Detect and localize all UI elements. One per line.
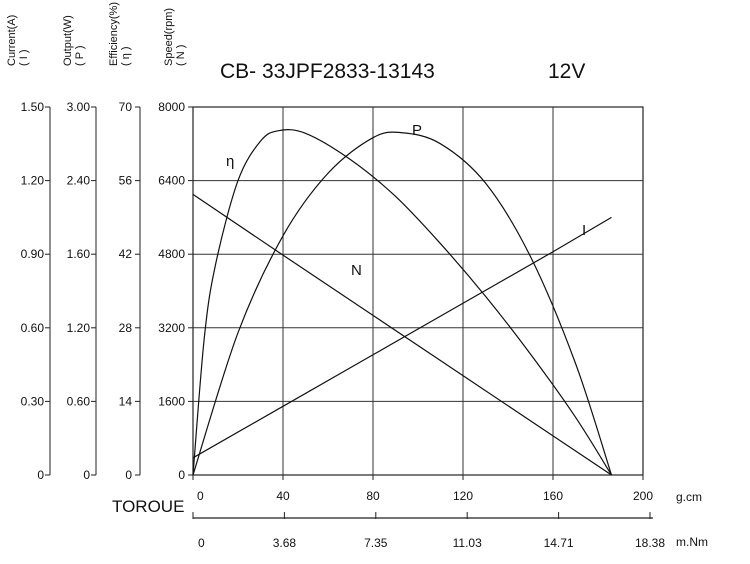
torque-mnm-tick-label: 0 — [198, 536, 205, 550]
speed-tick-label: 0 — [178, 468, 185, 482]
speed-tick-label: 1600 — [158, 394, 185, 408]
torque-axis-label: TOROUE — [112, 497, 185, 516]
torque-gcm-tick-label: 0 — [197, 489, 204, 503]
torque-mnm-tick-label: 11.03 — [453, 536, 482, 550]
speed-tick-label: 8000 — [158, 100, 185, 114]
torque-gcm-tick-label: 200 — [633, 489, 653, 503]
curve-label-current: I — [582, 222, 586, 239]
current-tick-label: 0.90 — [21, 247, 45, 261]
torque-gcm-tick-label: 160 — [543, 489, 563, 503]
output-tick-label: 1.20 — [67, 321, 91, 335]
mnm-unit-label: m.Nm — [676, 535, 708, 549]
current-tick-label: 0.60 — [21, 321, 45, 335]
voltage-label: 12V — [548, 60, 586, 83]
output-tick-label: 2.40 — [67, 174, 91, 188]
torque-gcm-tick-label: 120 — [453, 489, 473, 503]
speed-tick-label: 4800 — [158, 247, 185, 261]
torque-gcm-tick-label: 80 — [366, 489, 380, 503]
speed-tick-label: 3200 — [158, 321, 185, 335]
curve-label-speed: N — [351, 262, 362, 279]
torque-gcm-tick-label: 40 — [276, 489, 290, 503]
series-line-current — [192, 216, 612, 459]
current-tick-label: 1.50 — [21, 100, 45, 114]
torque-mnm-tick-label: 14.71 — [544, 536, 574, 550]
speed-tick-label: 6400 — [158, 174, 185, 188]
current-tick-label: 0 — [37, 468, 44, 482]
gcm-unit-label: g.cm — [676, 490, 703, 504]
series-line-efficiency — [192, 129, 613, 476]
series-line-speed — [192, 193, 612, 476]
output-tick-label: 1.60 — [67, 247, 91, 261]
efficiency-tick-label: 28 — [119, 321, 133, 335]
output-tick-label: 0 — [83, 468, 90, 482]
current-tick-label: 0.30 — [21, 394, 45, 408]
series-line-output — [192, 131, 613, 476]
current-tick-label: 1.20 — [21, 174, 45, 188]
torque-mnm-tick-label: 3.68 — [273, 536, 297, 550]
curve-label-efficiency: η — [226, 153, 234, 170]
efficiency-tick-label: 0 — [125, 468, 132, 482]
efficiency-tick-label: 42 — [119, 247, 133, 261]
output-tick-label: 3.00 — [67, 100, 91, 114]
output-tick-label: 0.60 — [67, 394, 91, 408]
torque-mnm-tick-label: 7.35 — [364, 536, 388, 550]
efficiency-tick-label: 14 — [119, 394, 133, 408]
efficiency-tick-label: 70 — [119, 100, 133, 114]
efficiency-tick-label: 56 — [119, 174, 133, 188]
torque-mnm-tick-label: 18.38 — [635, 536, 665, 550]
chart-title: CB- 33JPF2833-13143 — [220, 60, 435, 83]
curve-label-output: P — [412, 122, 422, 139]
